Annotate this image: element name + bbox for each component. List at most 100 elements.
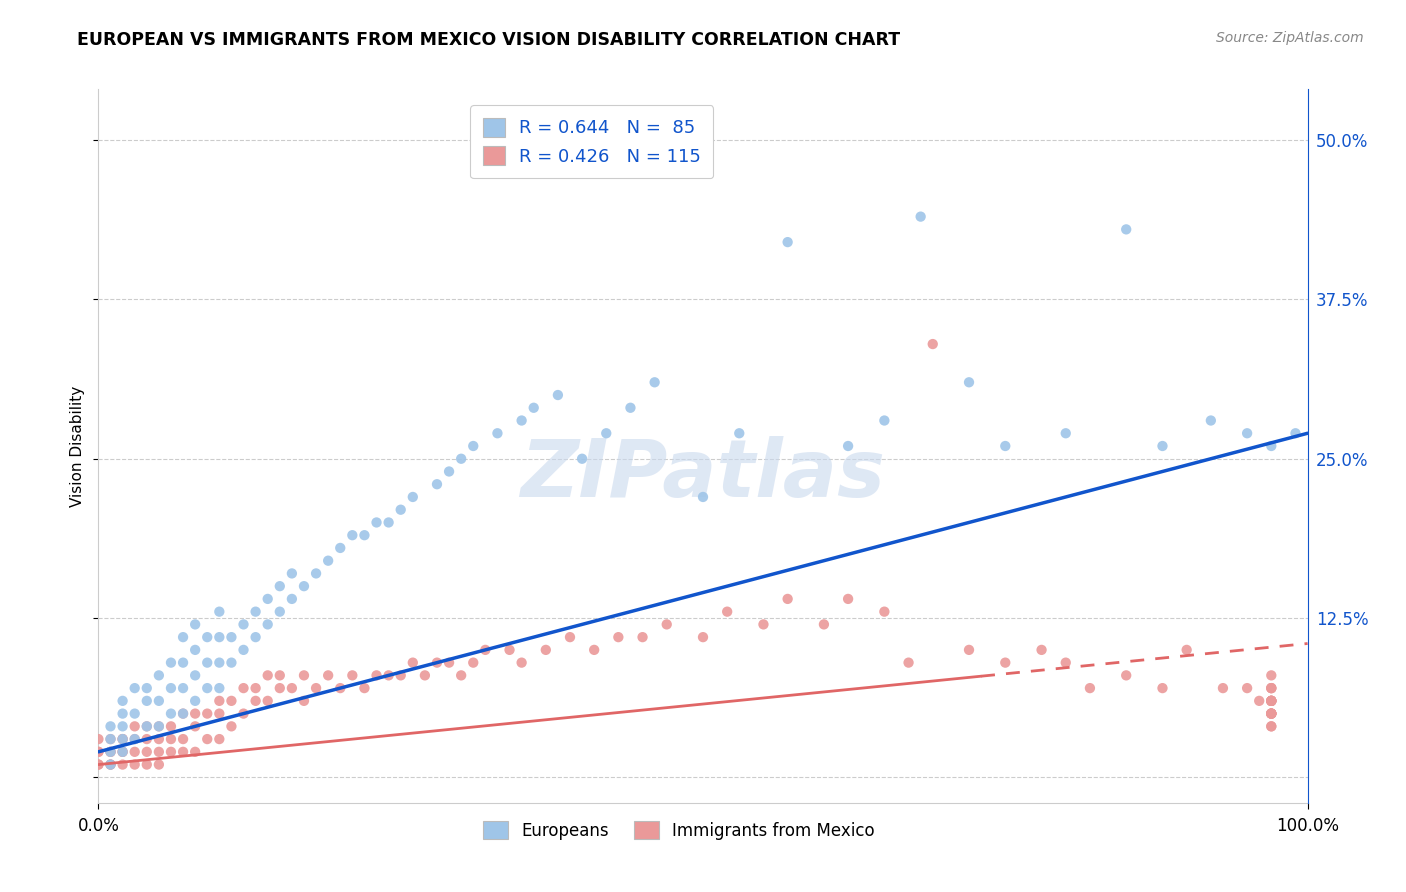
Point [1031,643,1053,657]
Point [1236,426,1258,441]
Point [256,617,278,632]
Point [437,465,460,479]
Point [135,719,157,733]
Point [124,732,146,747]
Point [148,719,170,733]
Point [377,668,399,682]
Point [1260,694,1282,708]
Point [148,745,170,759]
Point [184,694,207,708]
Point [87,745,110,759]
Point [148,719,170,733]
Point [160,706,183,721]
Point [87,732,110,747]
Point [100,757,122,772]
Point [232,681,254,695]
Point [111,757,134,772]
Point [221,630,243,644]
Point [281,681,304,695]
Point [111,732,134,747]
Point [547,388,569,402]
Point [281,591,304,606]
Point [100,757,122,772]
Point [728,426,751,441]
Point [1260,706,1282,721]
Point [208,656,231,670]
Point [1260,694,1282,708]
Point [245,681,267,695]
Point [486,426,509,441]
Point [1260,694,1282,708]
Point [184,719,207,733]
Point [389,502,412,516]
Point [160,681,183,695]
Point [148,732,170,747]
Point [87,745,110,759]
Point [413,668,436,682]
Point [111,745,134,759]
Point [256,694,278,708]
Point [245,694,267,708]
Point [450,451,472,466]
Point [100,732,122,747]
Point [897,656,920,670]
Point [450,668,472,682]
Point [305,681,328,695]
Point [510,656,533,670]
Point [716,605,738,619]
Point [160,719,183,733]
Point [292,694,315,708]
Point [1236,681,1258,695]
Point [221,719,243,733]
Point [100,745,122,759]
Point [160,745,183,759]
Point [402,490,425,504]
Point [184,745,207,759]
Point [232,706,254,721]
Point [135,732,157,747]
Point [607,630,630,644]
Point [135,745,157,759]
Point [135,757,157,772]
Point [172,706,194,721]
Point [135,681,157,695]
Point [1249,694,1271,708]
Point [148,757,170,772]
Point [583,643,606,657]
Point [184,617,207,632]
Point [148,668,170,682]
Point [377,516,399,530]
Point [534,643,557,657]
Point [837,439,859,453]
Point [172,732,194,747]
Point [921,337,943,351]
Point [366,668,388,682]
Point [692,490,714,504]
Point [1260,694,1282,708]
Point [571,451,593,466]
Point [100,732,122,747]
Point [195,706,218,721]
Point [245,630,267,644]
Point [776,591,799,606]
Point [873,413,896,427]
Point [269,681,291,695]
Point [111,732,134,747]
Point [1054,426,1077,441]
Point [1260,694,1282,708]
Point [269,605,291,619]
Point [87,757,110,772]
Point [111,745,134,759]
Point [256,591,278,606]
Point [1284,426,1306,441]
Point [195,681,218,695]
Point [523,401,546,415]
Point [292,579,315,593]
Point [1115,668,1137,682]
Point [1199,413,1222,427]
Point [172,681,194,695]
Point [208,681,231,695]
Point [269,668,291,682]
Point [994,656,1017,670]
Point [292,668,315,682]
